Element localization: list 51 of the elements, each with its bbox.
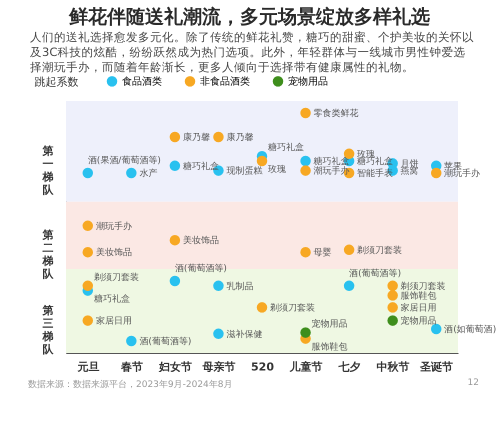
annotation: 乳制品	[226, 280, 254, 292]
chart-title: 鲜花伴随送礼潮流，多元场景绽放多样礼选	[68, 5, 431, 30]
annotation: 滋补保健	[226, 328, 262, 340]
band-label: 第二梯队	[42, 228, 54, 280]
legend-label: 食品酒类	[122, 75, 162, 88]
annotation: 糖巧礼盒	[182, 160, 219, 172]
annotation: 燕窝	[400, 166, 419, 177]
annotation: 剃须刀套装	[270, 302, 315, 314]
annotation: 剃须刀套装	[357, 244, 402, 256]
annotation: 康乃馨	[226, 132, 254, 143]
x-tick-label: 圣诞节	[419, 360, 454, 374]
annotation: 酒(果酒/葡萄酒等)	[88, 155, 161, 166]
annotation: 现制蛋糕	[226, 166, 262, 177]
annotation: 酒(如葡萄酒)	[444, 324, 496, 335]
x-tick-label: 春节	[120, 360, 143, 374]
annotation: 智能手表	[357, 168, 394, 179]
source-note: 数据来源：数据来源平台，2023年9月-2024年8月	[28, 378, 233, 391]
annotation: 糖巧礼盒	[94, 294, 130, 305]
annotation: 宠物用品	[400, 316, 437, 327]
annotation: 服饰鞋包	[400, 290, 437, 302]
annotation: 零食类鲜花	[314, 108, 359, 119]
annotation: 家居日用	[96, 316, 132, 327]
annotation: 水产	[139, 168, 158, 179]
legend-label: 宠物用品	[288, 75, 328, 88]
x-tick-label: 520	[251, 360, 274, 374]
annotation: 酒(葡萄酒等)	[139, 336, 192, 347]
annotation: 剃须刀套装	[94, 272, 139, 283]
annotation: 酒(葡萄酒等)	[174, 263, 227, 274]
x-tick-label: 母亲节	[201, 360, 236, 374]
annotation: 美妆饰品	[182, 235, 219, 246]
annotation: 玫瑰	[268, 164, 286, 175]
legend-label: 非食品酒类	[200, 75, 250, 88]
annotation: 潮玩手办	[96, 220, 132, 232]
annotation: 美妆饰品	[96, 247, 132, 258]
x-tick-label: 中秋节	[376, 360, 410, 374]
y-axis-title: 跳起系数	[34, 76, 78, 88]
annotation: 剃须刀套装	[400, 280, 446, 292]
band-label: 第三梯队	[42, 304, 54, 356]
annotation: 家居日用	[400, 302, 437, 314]
annotation: 糖巧礼盒	[268, 142, 304, 154]
annotation: 宠物用品	[312, 318, 348, 330]
band-label: 第一梯队	[42, 144, 54, 196]
annotation: 康乃馨	[182, 132, 210, 143]
x-tick-label: 七夕	[338, 360, 361, 374]
x-tick-label: 儿童节	[288, 360, 323, 374]
annotation: 酒(葡萄酒等)	[349, 268, 402, 279]
annotation: 服饰鞋包	[312, 342, 348, 353]
chart-subtitle: 人们的送礼选择愈发多元化。除了传统的鲜花礼赞，糖巧的甜蜜、个护美妆的关怀以及3C科技的炫酷，纷纷跃然成为热门选项。此外，年轻群体与一线城市男性钟爱选择潮玩手办，而随着年龄渐长，更多人倾向于选择带有健康属性的礼物。	[30, 30, 475, 75]
x-tick-label: 元旦	[76, 360, 100, 374]
annotation: 母婴	[314, 247, 332, 258]
text: 12	[468, 378, 479, 390]
